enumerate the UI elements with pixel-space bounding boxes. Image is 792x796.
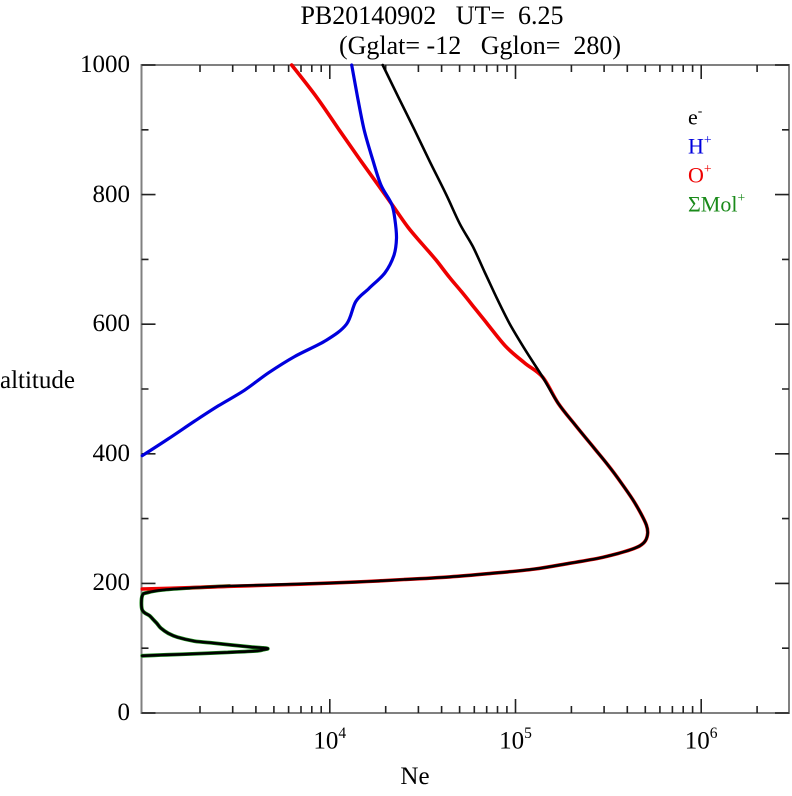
legend-item-h-plus: H+ — [688, 131, 712, 159]
curve-electron — [140, 63, 650, 658]
axis-ticks — [141, 64, 789, 714]
y-axis-title: altitude — [0, 367, 75, 394]
x-tick-label: 106 — [684, 725, 718, 755]
x-tick-label: 105 — [499, 725, 532, 755]
y-tick-label: 800 — [92, 180, 131, 208]
page-title: PB20140902 UT= 6.25 — [300, 1, 564, 30]
y-tick-label: 600 — [92, 310, 131, 338]
x-axis-title: Ne — [400, 763, 430, 790]
y-tick-label: 200 — [92, 569, 131, 597]
chart-subtitle: (Gglat= -12 Gglon= 280) — [338, 31, 622, 60]
x-tick-label: 104 — [313, 725, 347, 755]
legend-item-o-plus: O+ — [688, 160, 712, 188]
curve-h-plus — [140, 63, 399, 458]
y-tick-label: 0 — [117, 699, 131, 726]
curve-sum-molecular-ions — [139, 584, 270, 658]
legend-item-mol-plus: ΣMol+ — [688, 189, 746, 217]
legend-item-electron: e- — [688, 102, 703, 130]
y-tick-label: 1000 — [80, 51, 130, 78]
curve-o-plus — [140, 63, 650, 591]
y-tick-label: 400 — [92, 439, 131, 467]
